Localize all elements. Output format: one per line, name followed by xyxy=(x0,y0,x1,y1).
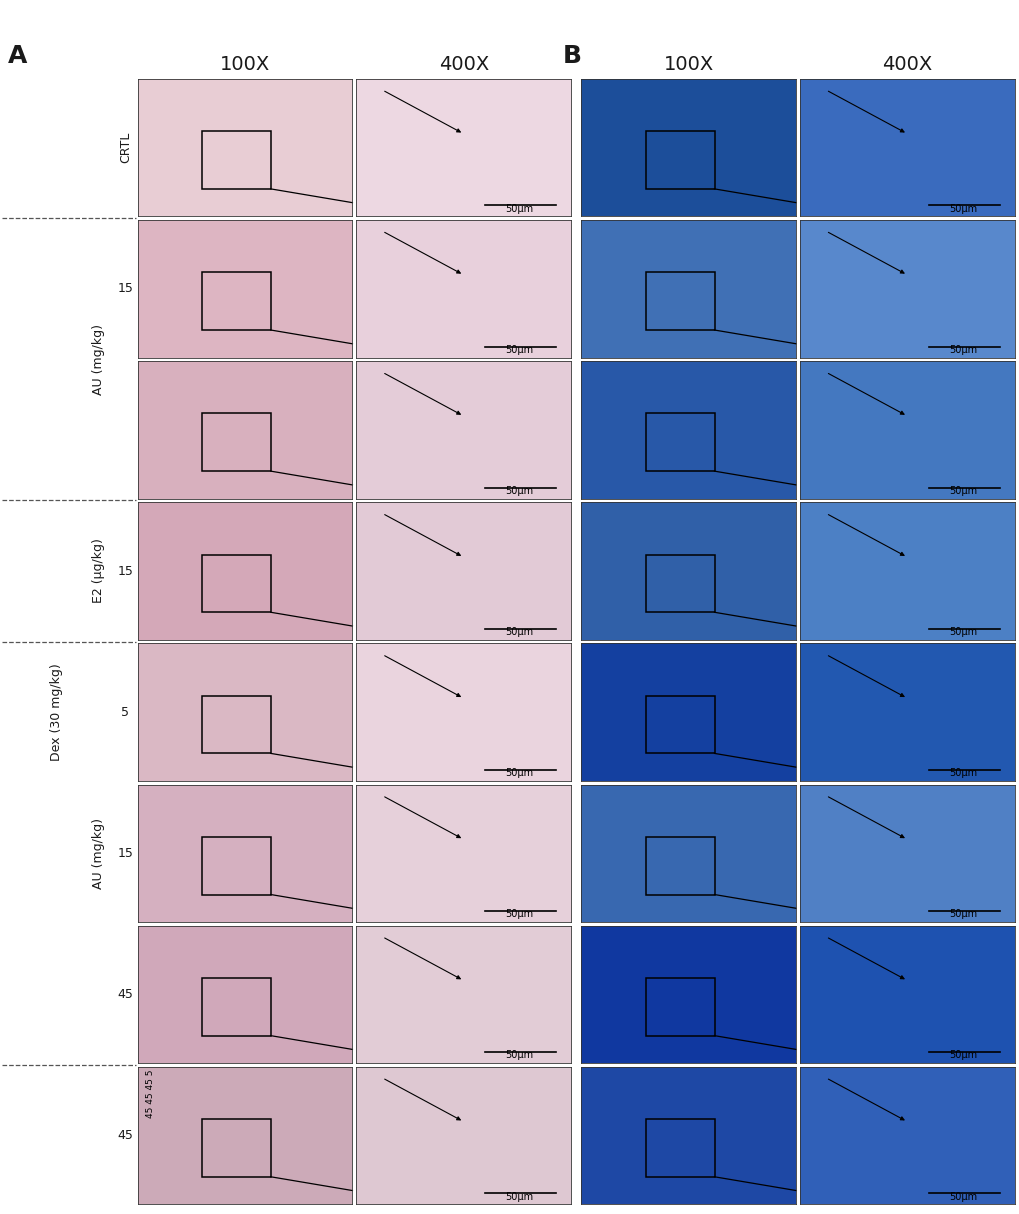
Text: 50μm: 50μm xyxy=(505,204,533,214)
Text: B: B xyxy=(562,44,582,68)
Text: 400X: 400X xyxy=(438,55,488,74)
Text: 45: 45 xyxy=(117,1129,133,1142)
Text: 50μm: 50μm xyxy=(949,1050,976,1060)
Text: 50μm: 50μm xyxy=(505,626,533,637)
Text: 15: 15 xyxy=(117,283,133,295)
Text: 50μm: 50μm xyxy=(505,768,533,778)
Text: 50μm: 50μm xyxy=(949,345,976,354)
Text: E2 (μg/kg): E2 (μg/kg) xyxy=(93,539,105,603)
Text: 50μm: 50μm xyxy=(505,345,533,354)
Text: 50μm: 50μm xyxy=(505,909,533,919)
Text: CRTL: CRTL xyxy=(119,132,131,164)
Text: 400X: 400X xyxy=(881,55,931,74)
Text: 45 45 45 5: 45 45 45 5 xyxy=(146,1070,155,1118)
Text: 15: 15 xyxy=(117,847,133,860)
Text: 50μm: 50μm xyxy=(949,626,976,637)
Text: 50μm: 50μm xyxy=(505,486,533,495)
Text: 50μm: 50μm xyxy=(949,909,976,919)
Text: AU (mg/kg): AU (mg/kg) xyxy=(93,818,105,889)
Text: 50μm: 50μm xyxy=(949,204,976,214)
Text: 50μm: 50μm xyxy=(949,486,976,495)
Text: 100X: 100X xyxy=(220,55,270,74)
Text: Dex (30 mg/kg): Dex (30 mg/kg) xyxy=(50,663,62,761)
Text: AU (mg/kg): AU (mg/kg) xyxy=(93,324,105,395)
Text: A: A xyxy=(8,44,28,68)
Text: 100X: 100X xyxy=(663,55,713,74)
Text: 15: 15 xyxy=(117,565,133,578)
Text: 50μm: 50μm xyxy=(505,1191,533,1202)
Text: 50μm: 50μm xyxy=(505,1050,533,1060)
Text: 5: 5 xyxy=(121,705,129,719)
Text: 50μm: 50μm xyxy=(949,768,976,778)
Text: 50μm: 50μm xyxy=(949,1191,976,1202)
Text: 45: 45 xyxy=(117,988,133,1000)
